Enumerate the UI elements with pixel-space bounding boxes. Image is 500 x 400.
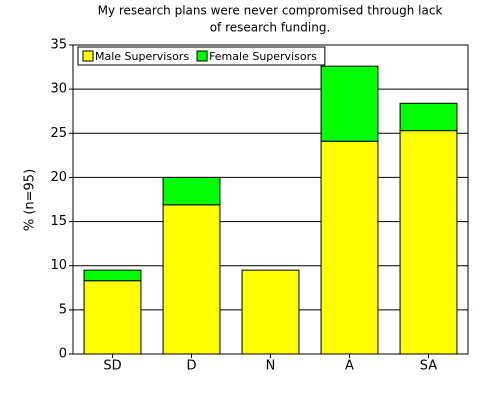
y-tick-label: 25 bbox=[50, 126, 67, 141]
y-tick-label: 15 bbox=[50, 214, 67, 229]
x-tick-label: A bbox=[345, 359, 354, 374]
legend-label: Male Supervisors bbox=[95, 50, 189, 63]
y-axis-label: % (n=95) bbox=[23, 169, 38, 231]
chart-title: of research funding. bbox=[210, 21, 331, 35]
legend-swatch bbox=[82, 50, 94, 62]
chart-title: My research plans were never compromised… bbox=[98, 4, 443, 18]
y-tick-label: 35 bbox=[50, 38, 67, 53]
bar-segment bbox=[320, 140, 379, 355]
bar-segment bbox=[399, 130, 458, 355]
legend-label: Female Supervisors bbox=[209, 50, 317, 63]
y-tick-label: 5 bbox=[59, 302, 67, 317]
bar-segment bbox=[162, 204, 221, 355]
y-tick-label: 30 bbox=[50, 82, 67, 97]
bar-segment bbox=[162, 176, 221, 206]
bar-segment bbox=[399, 102, 458, 132]
x-tick-label: SD bbox=[103, 359, 121, 374]
legend-swatch bbox=[196, 50, 208, 62]
plot-frame bbox=[72, 44, 469, 355]
x-tick-label: SA bbox=[420, 359, 437, 374]
x-tick-label: N bbox=[266, 359, 276, 374]
x-tick-label: D bbox=[186, 359, 196, 374]
y-tick-label: 0 bbox=[59, 347, 67, 362]
y-tick-label: 10 bbox=[50, 258, 67, 273]
bar-segment bbox=[83, 269, 142, 282]
bar-segment bbox=[241, 269, 300, 355]
bar-segment bbox=[83, 280, 142, 355]
bar-segment bbox=[320, 65, 379, 142]
y-tick-label: 20 bbox=[50, 170, 67, 185]
